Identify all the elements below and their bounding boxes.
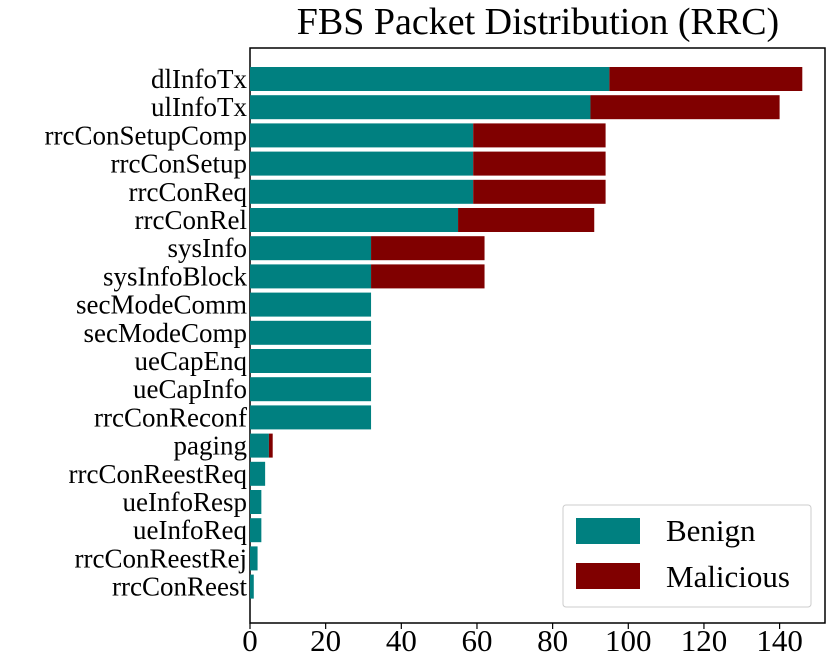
category-label-rrc-con-setup-comp: rrcConSetupComp [45,120,248,150]
x-tick-label-100: 100 [605,623,652,658]
bar-paging-malicious [268,433,273,458]
category-label-dl-info-tx: dlInfoTx [151,64,247,94]
category-label-paging: paging [174,431,248,461]
legend: Benign Malicious [562,504,812,608]
category-label-rrc-con-reest-rej: rrcConReestRej [75,543,247,573]
x-tick-label-0: 0 [242,623,258,658]
bar-rrc-con-setup-malicious [473,151,606,176]
category-label-ue-info-req: ueInfoReq [133,515,247,545]
legend-label-benign: Benign [666,513,756,548]
category-label-ul-info-tx: ulInfoTx [151,92,247,122]
bar-rrc-con-setup-comp-benign [250,123,474,148]
category-label-ue-cap-enq: ueCapEnq [135,346,248,376]
x-axis-ticks: 0 20 40 60 80 100 120 140 [242,623,803,658]
bar-rrc-con-setup-benign [250,151,474,176]
x-tick-label-140: 140 [756,623,803,658]
bar-sys-info-block-malicious [371,264,485,289]
category-label-sys-info: sysInfo [168,233,248,263]
bar-ul-info-tx-benign [250,95,591,120]
category-label-sys-info-block: sysInfoBlock [103,261,247,291]
x-tick-label-60: 60 [461,623,492,658]
bar-rrc-con-reconf-benign [250,405,372,430]
bar-dl-info-tx-malicious [609,67,803,91]
category-label-rrc-con-reest: rrcConReest [112,572,247,602]
bar-ul-info-tx-malicious [590,95,780,120]
bar-ue-info-req-benign [250,518,262,543]
bars-layer [250,67,803,599]
category-labels: dlInfoTxulInfoTxrrcConSetupComprrcConSet… [45,64,248,602]
bar-rrc-con-req-benign [250,179,474,204]
category-label-rrc-con-rel: rrcConRel [135,205,247,235]
category-label-ue-cap-info: ueCapInfo [133,374,247,404]
bar-dl-info-tx-benign [250,67,610,91]
bar-sys-info-block-benign [250,264,372,289]
bar-rrc-con-rel-malicious [458,208,595,232]
bar-ue-cap-enq-benign [250,349,372,373]
legend-label-malicious: Malicious [666,559,790,594]
bar-sec-mode-comp-benign [250,320,372,345]
category-label-ue-info-resp: ueInfoResp [123,487,247,517]
bar-rrc-con-req-malicious [473,179,606,204]
bar-rrc-con-rel-benign [250,208,459,232]
x-tick-label-120: 120 [681,623,728,658]
legend-swatch-benign [576,518,640,544]
x-tick-label-20: 20 [310,623,341,658]
category-label-rrc-con-reest-req: rrcConReestReq [69,459,248,489]
bar-ue-info-resp-benign [250,490,262,514]
bar-rrc-con-reest-rej-benign [250,546,258,571]
bar-rrc-con-reest-req-benign [250,461,266,486]
category-label-rrc-con-reconf: rrcConReconf [94,402,247,432]
bar-rrc-con-setup-comp-malicious [473,123,606,148]
category-label-rrc-con-setup: rrcConSetup [111,149,247,179]
legend-swatch-malicious [576,563,640,589]
chart-title: FBS Packet Distribution (RRC) [297,1,779,43]
bar-sys-info-benign [250,236,372,261]
bar-ue-cap-info-benign [250,377,372,402]
x-tick-label-40: 40 [386,623,417,658]
category-label-rrc-con-req: rrcConReq [129,177,248,207]
bar-sec-mode-comm-benign [250,292,372,317]
x-tick-label-80: 80 [537,623,568,658]
bar-sys-info-malicious [371,236,485,261]
bar-rrc-con-reest-benign [250,574,254,599]
bar-paging-benign [250,433,269,458]
category-label-sec-mode-comp: secModeComp [84,318,247,348]
category-label-sec-mode-comm: secModeComm [76,290,247,320]
